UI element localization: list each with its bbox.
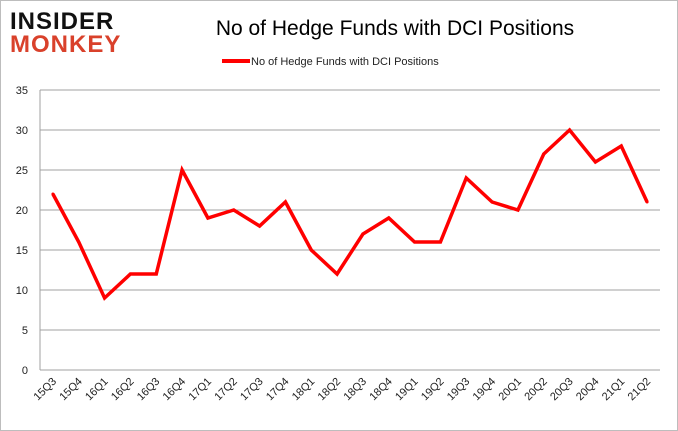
chart-title: No of Hedge Funds with DCI Positions xyxy=(216,17,574,40)
data-point xyxy=(413,240,417,244)
data-point xyxy=(232,208,236,212)
data-point xyxy=(490,200,494,204)
y-tick-label: 30 xyxy=(16,125,28,137)
data-point xyxy=(438,240,442,244)
y-tick-label: 10 xyxy=(16,285,28,297)
series-line xyxy=(51,127,649,301)
y-tick-label: 0 xyxy=(22,365,28,377)
logo-line2: MONKEY xyxy=(10,31,121,58)
y-tick-label: 25 xyxy=(16,165,28,177)
data-point xyxy=(103,296,107,300)
y-tick-label: 15 xyxy=(16,245,28,257)
legend-label: No of Hedge Funds with DCI Positions xyxy=(251,56,439,68)
data-point xyxy=(619,144,623,148)
data-point xyxy=(568,128,572,132)
logo-line1: INSIDER xyxy=(10,8,114,35)
data-point xyxy=(309,248,313,252)
data-point xyxy=(645,200,649,204)
data-point xyxy=(361,232,365,236)
data-point xyxy=(258,224,262,228)
y-tick-label: 20 xyxy=(16,205,28,217)
legend: No of Hedge Funds with DCI Positions xyxy=(222,56,439,68)
data-point xyxy=(206,216,210,220)
data-point xyxy=(335,272,339,276)
data-point xyxy=(180,168,184,172)
data-point xyxy=(77,240,81,244)
data-point xyxy=(542,152,546,156)
y-tick-label: 5 xyxy=(22,325,28,337)
data-point xyxy=(128,272,132,276)
data-point xyxy=(387,216,391,220)
data-point xyxy=(593,160,597,164)
data-point xyxy=(283,200,287,204)
insider-monkey-logo: INSIDER MONKEY xyxy=(10,8,121,58)
data-point xyxy=(154,272,158,276)
y-tick-label: 35 xyxy=(16,85,28,97)
data-point xyxy=(516,208,520,212)
data-point xyxy=(51,192,55,196)
data-point xyxy=(464,176,468,180)
